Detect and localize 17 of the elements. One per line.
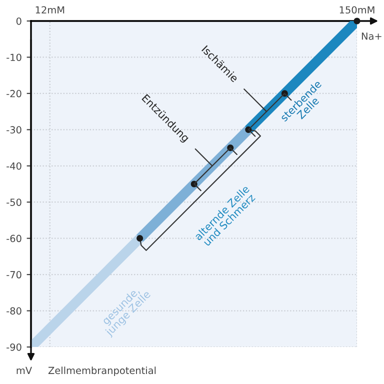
- x-axis-title: Na+: [362, 32, 382, 40]
- y-tick-label: -60: [6, 234, 22, 242]
- y-tick-label: -80: [6, 307, 22, 315]
- x-tick-label: 12mM: [36, 6, 64, 14]
- y-tick-label: 0: [16, 17, 22, 25]
- point: [136, 235, 144, 242]
- point: [354, 18, 360, 24]
- x-tick-label: 150mM: [340, 6, 374, 14]
- y-tick-label: -30: [6, 126, 22, 134]
- y-axis-title: mV: [16, 366, 32, 374]
- y-tick-label: -10: [6, 54, 22, 62]
- y-tick-label: -90: [6, 343, 22, 351]
- y-tick-label: -50: [6, 198, 22, 206]
- y-tick-label: -20: [6, 90, 22, 98]
- text: Zellmembranpotential: [48, 366, 156, 376]
- y-tick-label: -70: [6, 271, 22, 278]
- y-tick-label: -40: [6, 162, 22, 170]
